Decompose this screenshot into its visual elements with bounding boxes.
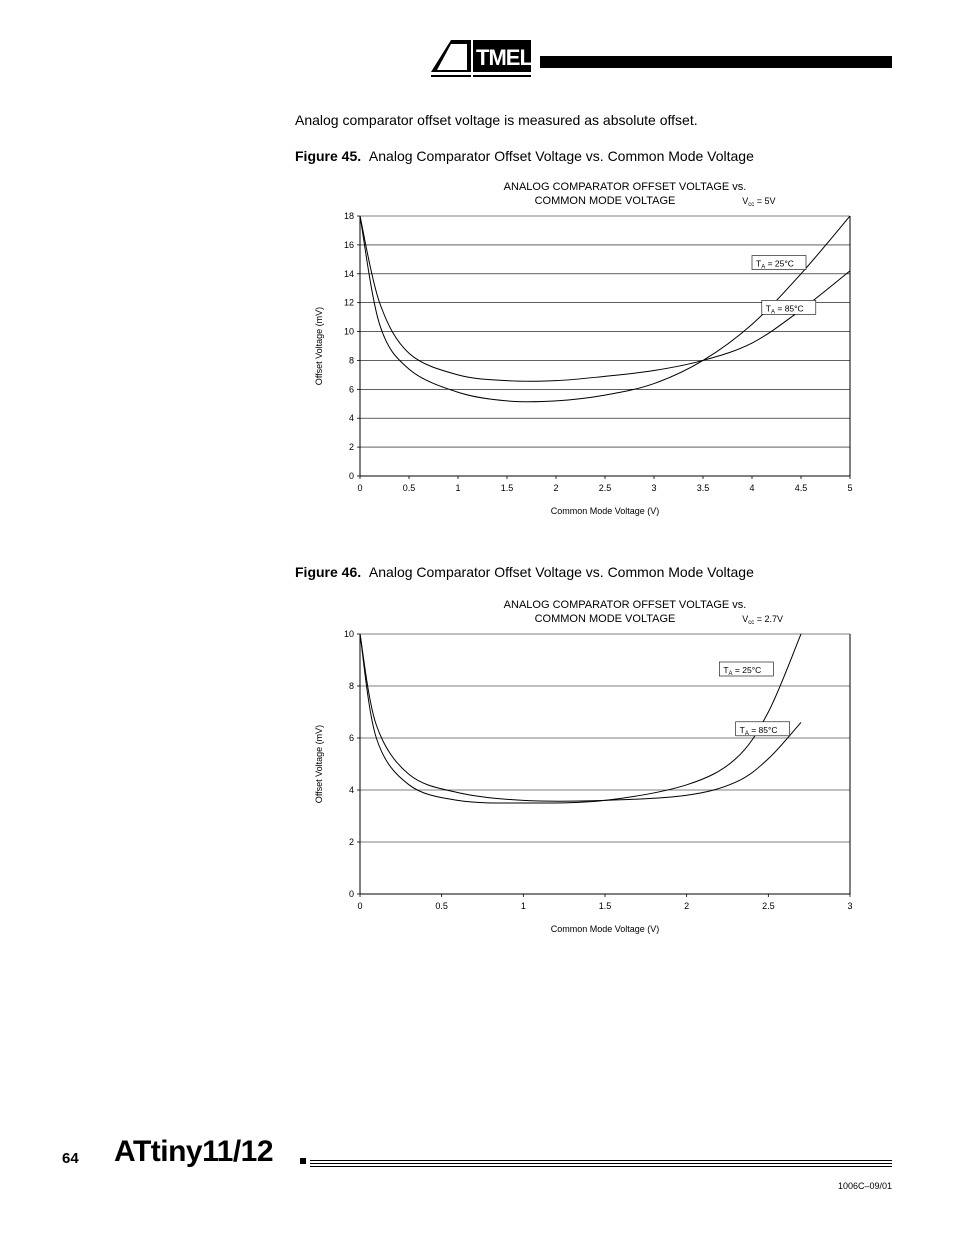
- figure45-label: Figure 45.: [295, 148, 361, 164]
- page-number: 64: [62, 1150, 79, 1167]
- svg-text:1: 1: [455, 483, 460, 493]
- svg-text:1.5: 1.5: [501, 483, 514, 493]
- svg-text:0: 0: [357, 901, 362, 911]
- footer-title: ATtiny11/12: [114, 1135, 273, 1169]
- svg-text:Vcc = 2.7V: Vcc = 2.7V: [742, 614, 783, 626]
- header-rule: [540, 56, 892, 68]
- svg-text:Common Mode Voltage (V): Common Mode Voltage (V): [551, 506, 660, 516]
- svg-text:3: 3: [847, 901, 852, 911]
- figure46-caption-text: Analog Comparator Offset Voltage vs. Com…: [369, 564, 754, 580]
- svg-text:4.5: 4.5: [795, 483, 808, 493]
- footer-rules: [300, 1157, 892, 1175]
- svg-text:8: 8: [349, 355, 354, 365]
- svg-text:10: 10: [344, 327, 354, 337]
- svg-text:0: 0: [349, 471, 354, 481]
- svg-text:16: 16: [344, 240, 354, 250]
- svg-text:0: 0: [357, 483, 362, 493]
- svg-text:14: 14: [344, 269, 354, 279]
- svg-text:Offset Voltage (mV): Offset Voltage (mV): [314, 725, 324, 803]
- svg-text:TMEL: TMEL: [476, 45, 532, 70]
- figure46-caption: Figure 46. Analog Comparator Offset Volt…: [295, 564, 754, 580]
- svg-text:10: 10: [344, 629, 354, 639]
- header: TMEL: [0, 38, 954, 88]
- chart46: ANALOG COMPARATOR OFFSET VOLTAGE vs. COMM…: [300, 594, 870, 954]
- svg-text:Common Mode Voltage (V): Common Mode Voltage (V): [551, 924, 660, 934]
- svg-text:2.5: 2.5: [762, 901, 775, 911]
- svg-text:COMMON MODE VOLTAGE: COMMON MODE VOLTAGE: [535, 613, 676, 625]
- svg-text:3.5: 3.5: [697, 483, 710, 493]
- svg-text:1.5: 1.5: [599, 901, 612, 911]
- figure45-caption: Figure 45. Analog Comparator Offset Volt…: [295, 148, 754, 164]
- page: TMEL Analog comparator offset voltage is…: [0, 0, 954, 1235]
- footer: 64 ATtiny11/12 1006C–09/01: [0, 1147, 954, 1187]
- svg-text:ANALOG COMPARATOR OFFSET VOLTA: ANALOG COMPARATOR OFFSET VOLTAGE vs.: [504, 599, 747, 611]
- svg-text:COMMON MODE VOLTAGE: COMMON MODE VOLTAGE: [535, 195, 676, 207]
- svg-text:0.5: 0.5: [435, 901, 448, 911]
- svg-text:0: 0: [349, 889, 354, 899]
- figure45-caption-text: Analog Comparator Offset Voltage vs. Com…: [369, 148, 754, 164]
- svg-text:4: 4: [749, 483, 754, 493]
- svg-text:ANALOG COMPARATOR OFFSET VOLTA: ANALOG COMPARATOR OFFSET VOLTAGE vs.: [504, 181, 747, 193]
- svg-text:5: 5: [847, 483, 852, 493]
- chart45-svg: ANALOG COMPARATOR OFFSET VOLTAGE vs. COMM…: [300, 176, 870, 531]
- svg-text:2: 2: [349, 442, 354, 452]
- svg-text:4: 4: [349, 413, 354, 423]
- svg-text:3: 3: [651, 483, 656, 493]
- doc-id: 1006C–09/01: [838, 1181, 892, 1191]
- svg-text:2: 2: [349, 837, 354, 847]
- svg-text:1: 1: [521, 901, 526, 911]
- svg-text:4: 4: [349, 785, 354, 795]
- intro-text: Analog comparator offset voltage is meas…: [295, 112, 698, 128]
- svg-text:18: 18: [344, 211, 354, 221]
- svg-text:Offset Voltage (mV): Offset Voltage (mV): [314, 307, 324, 385]
- chart46-svg: ANALOG COMPARATOR OFFSET VOLTAGE vs. COMM…: [300, 594, 870, 949]
- chart45: ANALOG COMPARATOR OFFSET VOLTAGE vs. COMM…: [300, 176, 870, 536]
- svg-text:6: 6: [349, 733, 354, 743]
- svg-text:8: 8: [349, 681, 354, 691]
- svg-text:2: 2: [684, 901, 689, 911]
- svg-text:Vcc = 5V: Vcc = 5V: [742, 196, 775, 208]
- svg-text:0.5: 0.5: [403, 483, 416, 493]
- svg-text:2: 2: [553, 483, 558, 493]
- svg-text:12: 12: [344, 298, 354, 308]
- svg-text:6: 6: [349, 384, 354, 394]
- atmel-logo: TMEL: [427, 34, 537, 87]
- figure46-label: Figure 46.: [295, 564, 361, 580]
- svg-text:2.5: 2.5: [599, 483, 612, 493]
